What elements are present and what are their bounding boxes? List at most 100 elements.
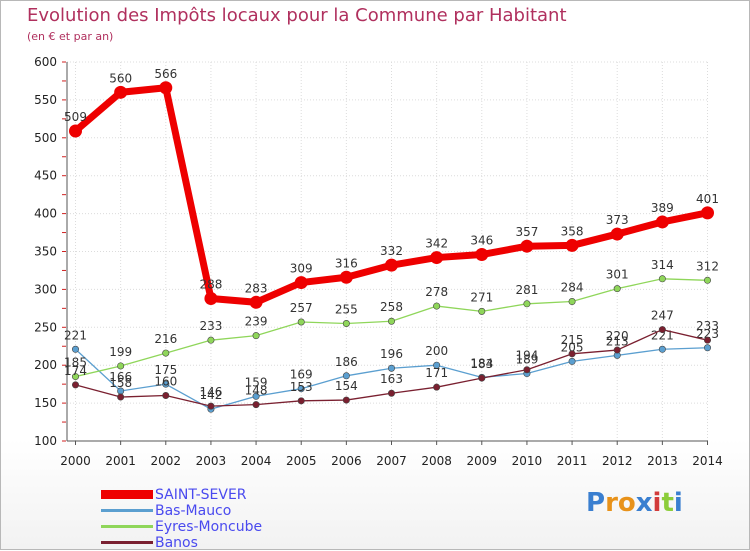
data-point: [568, 357, 576, 365]
y-tick-label: 600: [34, 55, 57, 69]
data-point: [523, 366, 531, 374]
data-point: [433, 361, 441, 369]
data-point: [568, 298, 576, 306]
data-label: 194: [515, 349, 538, 363]
data-label: 215: [561, 333, 584, 347]
data-label: 373: [606, 213, 629, 227]
data-point: [162, 392, 170, 400]
x-tick-label: 2000: [60, 454, 91, 468]
data-point: [433, 383, 441, 391]
data-label: 284: [561, 281, 584, 295]
data-point: [387, 389, 395, 397]
data-label: 278: [425, 285, 448, 299]
data-point: [159, 81, 173, 95]
data-label: 148: [245, 384, 268, 398]
data-label: 196: [380, 347, 403, 361]
data-point: [703, 344, 711, 352]
data-point: [475, 248, 489, 262]
legend-label: Bas-Mauco: [155, 503, 232, 519]
data-label: 309: [290, 262, 313, 276]
logo-letter: o: [617, 488, 636, 518]
series-eyres-moncube: 185 199 216 233 239 257 255 258 278 271 281 284 301 3…: [64, 258, 719, 381]
data-label: 283: [245, 281, 268, 295]
data-label: 199: [109, 345, 132, 359]
y-tick-label: 400: [34, 207, 57, 221]
data-point: [342, 396, 350, 404]
y-tick-label: 100: [34, 434, 57, 448]
data-label: 358: [561, 224, 584, 238]
data-point: [613, 285, 621, 293]
data-label: 255: [335, 303, 358, 317]
data-label: 216: [154, 332, 177, 346]
data-point: [117, 393, 125, 401]
y-tick-label: 200: [34, 358, 57, 372]
data-point: [204, 291, 218, 305]
data-point: [658, 345, 666, 353]
data-label: 142: [199, 388, 222, 402]
x-tick-label: 2011: [557, 454, 588, 468]
data-point: [294, 276, 308, 290]
logo-letter: i: [652, 488, 662, 518]
legend-label: Banos: [155, 535, 198, 551]
data-label: 247: [651, 309, 674, 323]
x-tick-label: 2001: [105, 454, 136, 468]
data-point: [69, 124, 82, 138]
data-point: [252, 401, 260, 409]
data-label: 288: [199, 277, 222, 291]
data-point: [252, 332, 260, 340]
data-label: 184: [470, 356, 493, 370]
data-label: 509: [64, 110, 87, 124]
y-tick-label: 550: [34, 93, 57, 107]
data-label: 271: [470, 290, 493, 304]
logo-letter: r: [605, 488, 618, 518]
x-tick-label: 2007: [376, 454, 407, 468]
data-point: [703, 276, 711, 284]
data-label: 200: [425, 344, 448, 358]
data-label: 314: [651, 258, 674, 272]
logo-letter: i: [673, 488, 683, 518]
data-label: 258: [380, 300, 403, 314]
data-label: 281: [515, 283, 538, 297]
data-point: [433, 302, 441, 310]
data-point: [387, 317, 395, 325]
data-label: 257: [290, 301, 313, 315]
data-point: [385, 258, 398, 272]
data-label: 332: [380, 244, 403, 258]
legend-swatch: [101, 490, 153, 499]
data-label: 153: [290, 380, 313, 394]
data-label: 160: [154, 375, 177, 389]
x-tick-label: 2008: [421, 454, 452, 468]
data-label: 346: [470, 234, 493, 248]
data-label: 560: [109, 71, 132, 85]
data-point: [478, 307, 486, 315]
data-label: 213: [606, 334, 629, 348]
data-point: [249, 295, 263, 309]
legend-swatch: [101, 509, 153, 512]
legend-swatch: [101, 525, 153, 528]
x-tick-label: 2014: [692, 454, 723, 468]
data-point: [252, 392, 260, 400]
data-point: [207, 336, 215, 344]
data-label: 566: [154, 67, 177, 81]
data-point: [655, 215, 669, 229]
y-tick-label: 300: [34, 282, 57, 296]
data-label: 175: [154, 363, 177, 377]
data-label: 301: [606, 268, 629, 282]
data-point: [613, 346, 621, 354]
data-label: 342: [425, 237, 448, 251]
x-tick-label: 2005: [286, 454, 317, 468]
data-label: 186: [335, 355, 358, 369]
data-label: 146: [199, 385, 222, 399]
data-label: 159: [245, 375, 268, 389]
data-label: 312: [696, 259, 719, 273]
x-tick-label: 2004: [241, 454, 272, 468]
y-tick-label: 450: [34, 169, 57, 183]
data-label: 233: [696, 319, 719, 333]
y-tick-label: 350: [34, 245, 57, 259]
chart-subtitle: (en € et par an): [27, 30, 114, 43]
data-point: [342, 372, 350, 380]
data-point: [114, 85, 128, 99]
data-point: [703, 336, 711, 344]
